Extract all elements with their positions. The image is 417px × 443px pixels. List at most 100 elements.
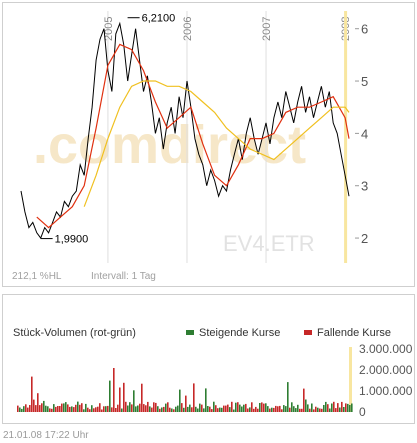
volume-chart-panel: Stück-Volumen (rot-grün) Steigende Kurse F… bbox=[2, 294, 415, 424]
volume-bar bbox=[211, 409, 213, 412]
volume-bar bbox=[233, 409, 235, 412]
volume-bar bbox=[187, 406, 189, 412]
y-tick-label: 4 bbox=[361, 126, 368, 141]
volume-bar bbox=[173, 409, 175, 412]
volume-bar bbox=[67, 404, 69, 412]
y-tick-label: 3.000.000 bbox=[359, 342, 413, 356]
volume-bar bbox=[343, 407, 345, 412]
volume-bar bbox=[23, 406, 25, 412]
volume-bar bbox=[19, 407, 21, 412]
volume-bar bbox=[231, 401, 233, 412]
volume-bar bbox=[249, 407, 251, 412]
performance-label: 212,1 %HL bbox=[12, 271, 62, 282]
volume-bar bbox=[77, 401, 79, 412]
volume-bar bbox=[33, 399, 35, 412]
volume-bar bbox=[75, 404, 77, 412]
volume-bar bbox=[105, 406, 107, 412]
volume-bar bbox=[333, 401, 335, 412]
volume-bar bbox=[219, 407, 221, 412]
volume-bar bbox=[221, 407, 223, 412]
volume-bar bbox=[115, 408, 117, 412]
volume-bar bbox=[347, 403, 349, 412]
volume-bar bbox=[59, 406, 61, 412]
volume-bar bbox=[335, 408, 337, 412]
volume-bar bbox=[87, 407, 89, 412]
volume-bar bbox=[163, 406, 165, 412]
timestamp: 21.01.08 17:22 Uhr bbox=[3, 430, 89, 441]
volume-bar bbox=[139, 403, 141, 412]
volume-bar bbox=[331, 403, 333, 412]
volume-bar bbox=[263, 403, 265, 412]
volume-bar bbox=[199, 403, 201, 412]
volume-chart: Stück-Volumen (rot-grün) Steigende Kurse F… bbox=[13, 327, 413, 419]
volume-bar bbox=[315, 406, 317, 412]
volume-bar bbox=[281, 409, 283, 412]
volume-bar bbox=[299, 408, 301, 412]
volume-bar bbox=[197, 408, 199, 412]
volume-bar bbox=[321, 408, 323, 412]
volume-bar bbox=[253, 408, 255, 412]
volume-bar bbox=[127, 405, 129, 412]
volume-bar bbox=[279, 405, 281, 412]
volume-bar bbox=[215, 405, 217, 412]
volume-bar bbox=[125, 401, 127, 412]
volume-bar bbox=[171, 408, 173, 412]
volume-bar bbox=[167, 402, 169, 412]
volume-bar bbox=[69, 406, 71, 412]
volume-bar bbox=[97, 406, 99, 412]
volume-bar bbox=[251, 402, 253, 412]
volume-bar bbox=[303, 388, 305, 412]
volume-bar bbox=[169, 407, 171, 412]
volume-bar bbox=[325, 401, 327, 412]
y-tick-label: 3 bbox=[361, 179, 368, 194]
legend-label: Fallende Kurse bbox=[317, 327, 391, 339]
volume-bar bbox=[181, 403, 183, 412]
volume-bar bbox=[189, 404, 191, 412]
volume-bar bbox=[41, 403, 43, 412]
volume-bar bbox=[175, 406, 177, 412]
annotation-label: 6,2100 bbox=[142, 13, 176, 25]
volume-bar bbox=[349, 405, 351, 412]
volume-bar bbox=[275, 405, 277, 412]
volume-bar bbox=[185, 395, 187, 412]
volume-bar bbox=[235, 402, 237, 412]
price-chart-panel: .comdirectEV4.ETR2005200620072008234566,… bbox=[2, 2, 415, 287]
legend-swatch bbox=[186, 330, 194, 335]
price-chart: .comdirectEV4.ETR2005200620072008234566,… bbox=[12, 11, 368, 282]
volume-bar bbox=[27, 407, 29, 412]
volume-bar bbox=[237, 402, 239, 412]
volume-bar bbox=[247, 408, 249, 412]
volume-bar bbox=[203, 408, 205, 412]
volume-bar bbox=[271, 407, 273, 412]
volume-bar bbox=[209, 406, 211, 412]
volume-bar bbox=[241, 406, 243, 412]
legend-label: Steigende Kurse bbox=[199, 327, 280, 339]
volume-bar bbox=[293, 406, 295, 412]
volume-bar bbox=[183, 407, 185, 412]
volume-bar bbox=[205, 388, 207, 412]
volume-bar bbox=[239, 404, 241, 412]
series-line bbox=[36, 43, 350, 229]
volume-bar bbox=[109, 380, 111, 412]
volume-bar bbox=[213, 401, 215, 412]
volume-bar bbox=[277, 406, 279, 412]
volume-bar bbox=[323, 405, 325, 412]
volume-bar bbox=[317, 407, 319, 412]
volume-title: Stück-Volumen (rot-grün) bbox=[13, 327, 136, 339]
volume-bar bbox=[307, 404, 309, 412]
volume-bar bbox=[85, 403, 87, 412]
volume-bar bbox=[243, 404, 245, 412]
volume-bar bbox=[73, 407, 75, 412]
volume-bar bbox=[149, 406, 151, 412]
volume-bar bbox=[345, 403, 347, 412]
volume-bar bbox=[39, 405, 41, 412]
volume-bar bbox=[195, 406, 197, 412]
volume-bar bbox=[159, 408, 161, 412]
volume-bar bbox=[55, 406, 57, 412]
volume-bar bbox=[223, 405, 225, 412]
volume-bar bbox=[191, 407, 193, 412]
volume-bar bbox=[289, 407, 291, 412]
symbol-label: EV4.ETR bbox=[223, 231, 315, 256]
volume-bar bbox=[137, 405, 139, 412]
volume-bar bbox=[143, 404, 145, 412]
